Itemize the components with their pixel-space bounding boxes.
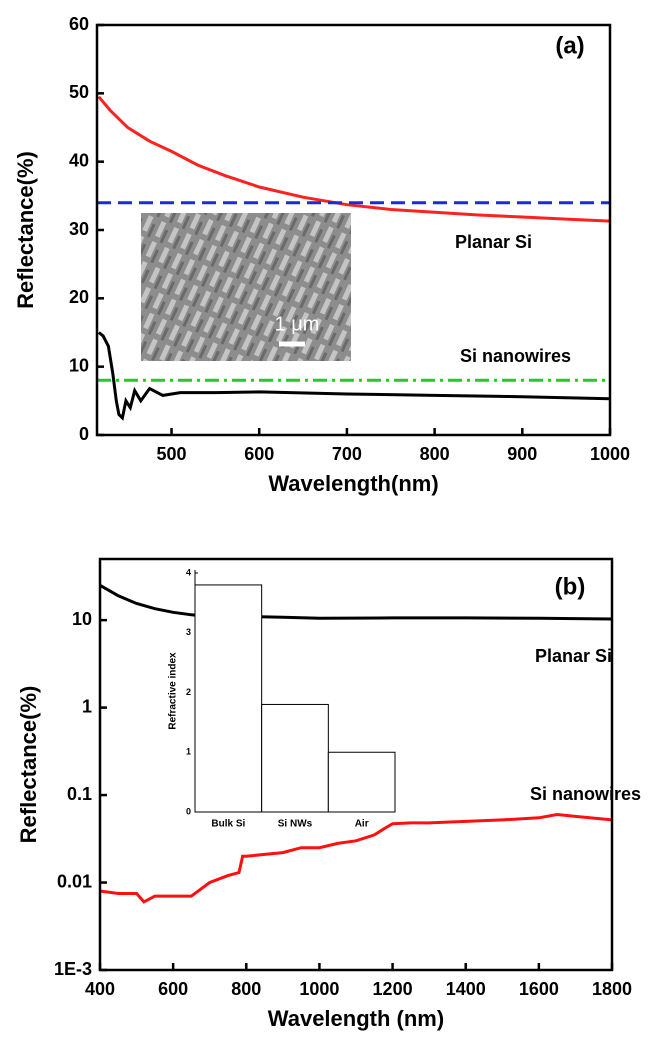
plot-frame [95,23,612,437]
y-tick-label: 0 [79,424,89,444]
series-label: Planar Si [535,646,612,666]
plot-frame [98,557,614,972]
x-tick-label: 400 [85,979,115,999]
y-tick-label: 10 [72,609,92,629]
y-tick-label: 50 [69,82,89,102]
y-tick-label: 3 [186,627,191,637]
y-tick-label: 0 [186,806,191,816]
x-tick-label: 1400 [446,979,486,999]
series-label: Planar Si [455,232,532,252]
x-tick-label: 1000 [590,444,630,464]
x-axis-label: Wavelength (nm) [268,1006,444,1031]
x-tick-label: 600 [158,979,188,999]
y-axis-label: Reflectance(%) [13,151,38,309]
x-tick-label: Air [355,819,369,830]
x-tick-label: Bulk Si [211,819,245,830]
y-tick-label: 20 [69,287,89,307]
x-axis-label: Wavelength(nm) [268,471,438,496]
y-tick-label: 1 [82,696,92,716]
series-line [99,812,613,904]
series-line [97,331,611,421]
chart: 0 1 2 3 4 Bulk Si Si NWs Air Refractive index [168,567,396,830]
scale-label: 1 μm [275,313,320,335]
x-tick-label: 1800 [592,979,632,999]
y-tick-label: 4 [186,567,191,577]
series-line [97,95,611,223]
y-tick-label: 40 [69,150,89,170]
bar [261,703,329,813]
x-tick-label: 800 [420,444,450,464]
y-tick-label: 10 [69,355,89,375]
y-tick-label: 1E-3 [54,959,92,979]
x-tick-label: 700 [332,444,362,464]
sem-inset [141,213,351,361]
series-line [99,583,613,621]
sem-image [141,213,351,361]
panel-label: (b) [555,573,586,600]
bar [327,751,396,813]
x-tick-label: Si NWs [278,819,313,830]
y-axis-label: Refractive index [168,652,179,730]
y-tick-label: 0.1 [67,784,92,804]
y-tick-label: 60 [69,14,89,34]
y-axis-label: Reflectance(%) [16,686,41,844]
chart: 0 10 20 30 40 50 60 500 600 700 800 900 1000 Planar S… [13,14,630,496]
x-tick-label: 1600 [519,979,559,999]
y-tick-label: 0.01 [57,871,92,891]
series-label: Si nanowires [460,346,571,366]
x-tick-label: 1000 [299,979,339,999]
y-tick-label: 30 [69,219,89,239]
x-tick-label: 600 [244,444,274,464]
x-tick-label: 800 [231,979,261,999]
y-tick-label: 1 [186,747,191,757]
y-tick-label: 2 [186,687,191,697]
panel-label: (a) [555,32,584,59]
x-tick-label: 500 [157,444,187,464]
x-tick-label: 1200 [373,979,413,999]
bar [194,584,263,813]
series-label: Si nanowires [530,784,641,804]
x-tick-label: 900 [507,444,537,464]
